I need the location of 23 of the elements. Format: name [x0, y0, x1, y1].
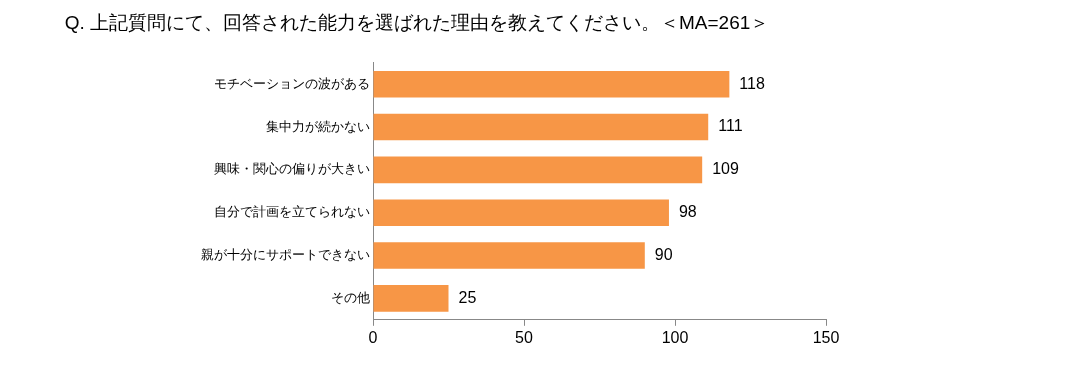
- x-tick-label: 0: [368, 328, 378, 346]
- x-tick-label: 150: [812, 328, 840, 346]
- data-label: 109: [712, 160, 739, 178]
- data-label: 90: [654, 245, 673, 263]
- x-tick-label: 50: [515, 328, 533, 346]
- bar: [373, 113, 709, 141]
- data-label: 98: [678, 203, 697, 221]
- bar: [373, 285, 449, 312]
- y-tick-label: その他: [331, 289, 370, 305]
- y-tick-label: 自分で計画を立てられない: [214, 204, 370, 220]
- y-tick-label: モチベーションの波がある: [214, 75, 370, 91]
- bar: [373, 156, 703, 184]
- bar: [373, 70, 730, 98]
- x-tick-label: 100: [661, 328, 689, 346]
- bar: [373, 242, 645, 269]
- chart-title: Q. 上記質問にて、回答された能力を選ばれた理由を教えてください。＜MA=261＞: [64, 11, 770, 33]
- data-label: 111: [718, 117, 743, 135]
- y-tick-label: 親が十分にサポートできない: [201, 247, 370, 263]
- data-label: 118: [739, 74, 765, 92]
- y-tick-label: 興味・関心の偏りが大きい: [214, 161, 370, 177]
- bar: [373, 199, 669, 226]
- y-tick-label: 集中力が続かない: [266, 118, 370, 134]
- data-label: 25: [458, 288, 477, 306]
